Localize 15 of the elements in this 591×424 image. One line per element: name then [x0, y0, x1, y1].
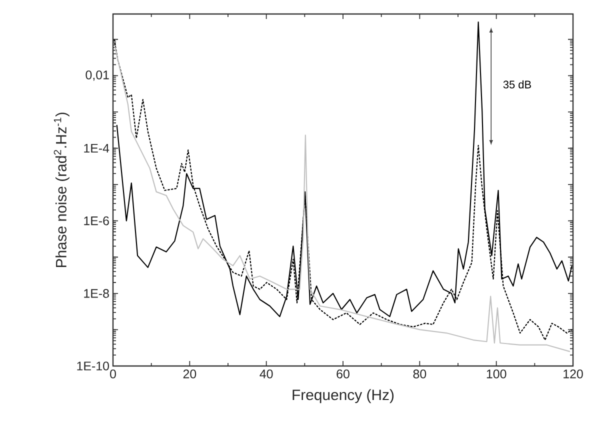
annotation: 35 dB — [503, 80, 531, 88]
x-tick-label: 20 — [183, 370, 196, 378]
x-axis-title: Frequency (Hz) — [292, 389, 394, 404]
y-axis-title: Phase noise (rad$^{2}$.Hz$^{-1}$) — [54, 112, 70, 268]
x-tick-label: 0 — [110, 370, 116, 378]
y-tick-label: 1E-8 — [84, 289, 109, 298]
y-tick-label: 1E-4 — [84, 144, 110, 153]
x-tick-label: 60 — [336, 370, 350, 378]
x-tick-label: 120 — [564, 370, 583, 378]
y-tick-label: 1E-6 — [84, 216, 109, 226]
x-tick-label: 40 — [260, 370, 273, 378]
x-tick-label: 80 — [413, 370, 426, 378]
x-tick-label: 100 — [486, 370, 506, 378]
y-tick-label: 1E-10 — [77, 362, 109, 370]
y-tick-label: 0,01 — [86, 70, 109, 81]
